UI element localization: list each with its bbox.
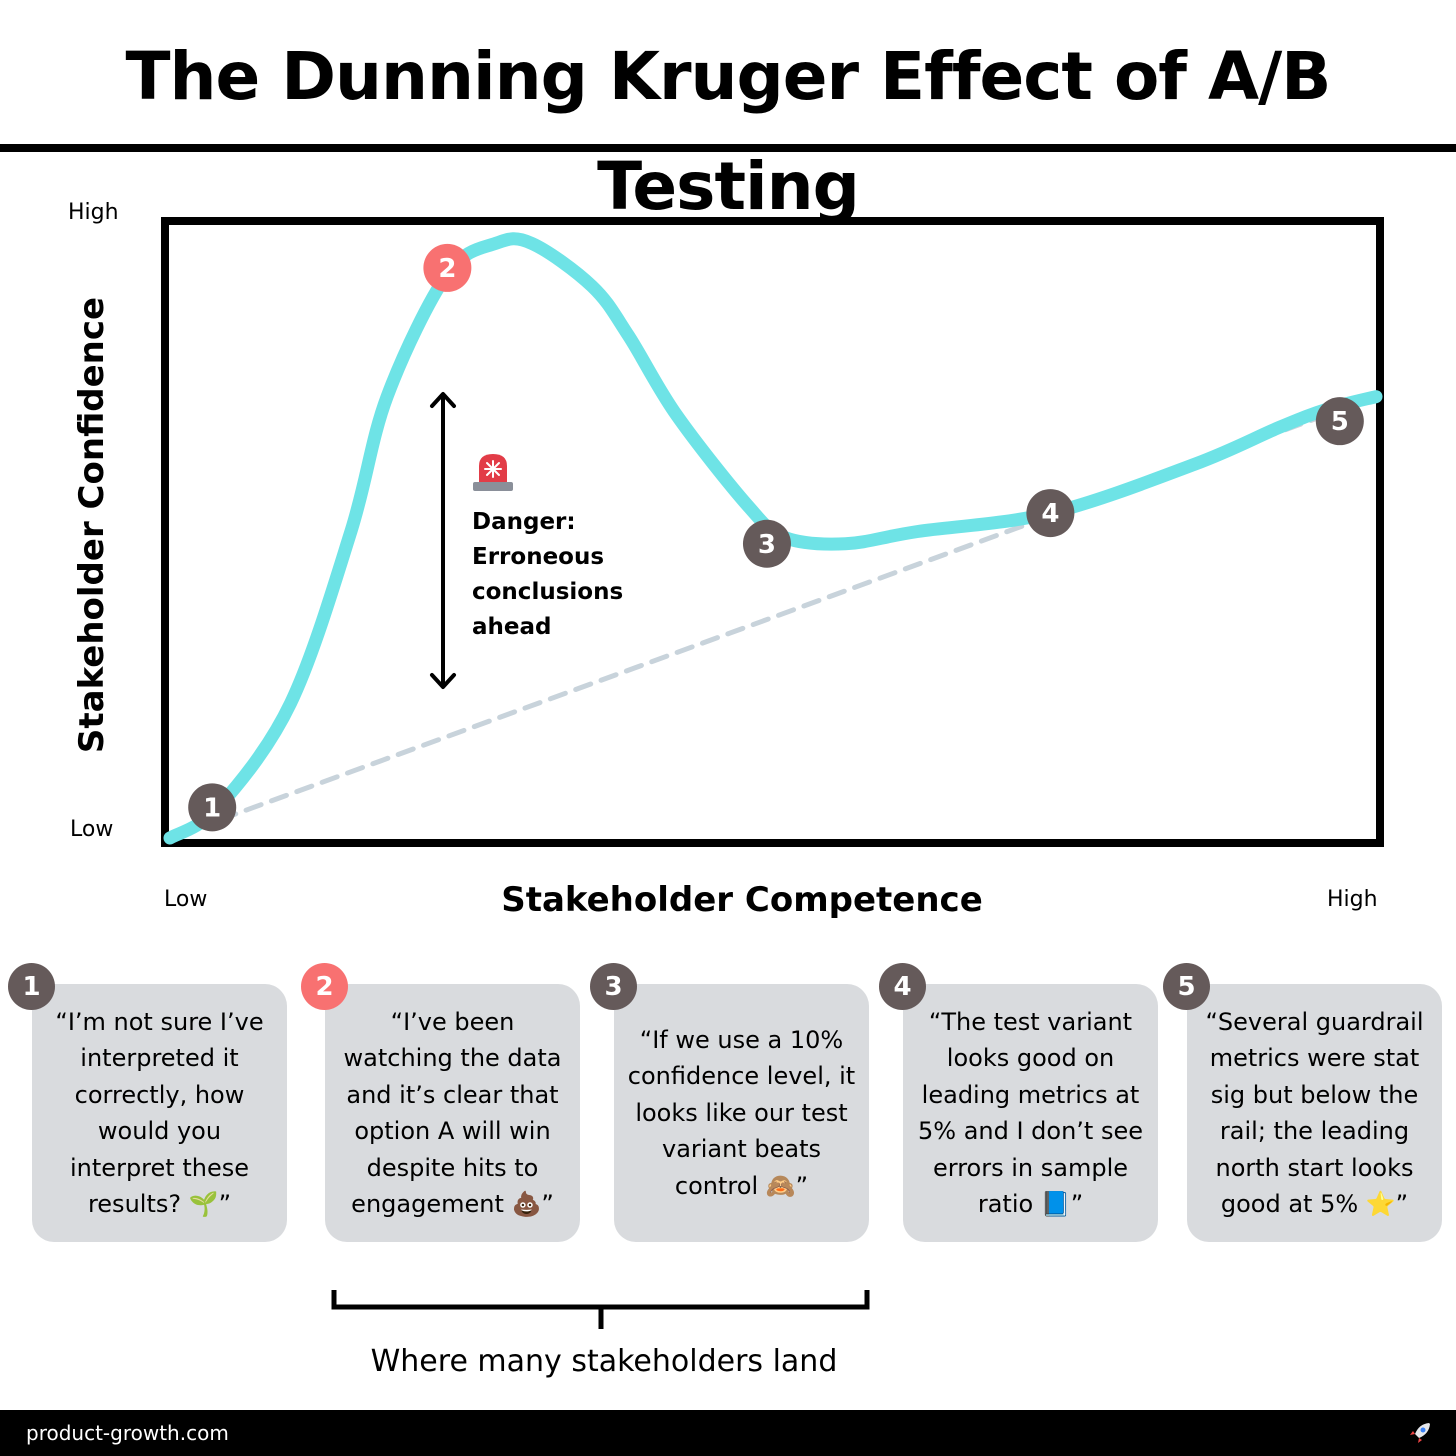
stage-card-2: “I’ve been watching the data and it’s cl… (325, 984, 580, 1242)
stage-marker-5: 5 (1315, 397, 1364, 446)
stage-marker-circle (188, 783, 237, 832)
stage-badge-2: 2 (301, 963, 348, 1010)
stage-quote: “Several guardrail metrics were stat sig… (1205, 1007, 1424, 1219)
stage-marker-circle (742, 519, 791, 568)
rocket-icon (1410, 1423, 1430, 1443)
stage-quote: “I’m not sure I’ve interpreted it correc… (55, 1007, 264, 1219)
stage-marker-circle (1026, 489, 1075, 538)
stage-marker-label: 1 (203, 793, 221, 823)
stage-marker-2: 2 (423, 243, 472, 292)
stage-card-5: “Several guardrail metrics were stat sig… (1187, 984, 1442, 1242)
stage-marker-label: 4 (1041, 499, 1059, 529)
title-divider (0, 144, 1456, 152)
plot-frame (161, 217, 1384, 847)
stage-marker-circle (1315, 397, 1364, 446)
siren-icon (473, 454, 513, 491)
stage-marker-label: 3 (758, 530, 776, 560)
stage-badge-3: 3 (590, 963, 637, 1010)
bracket (331, 1290, 870, 1329)
stage-badge-5: 5 (1163, 963, 1210, 1010)
confidence-curve (163, 232, 1383, 845)
footer-site-link[interactable]: product-growth.com (26, 1421, 229, 1445)
danger-double-arrow (430, 392, 456, 689)
stage-marker-label: 5 (1331, 407, 1349, 437)
stage-marker-1: 1 (188, 783, 237, 832)
stage-marker-3: 3 (742, 519, 791, 568)
stage-marker-4: 4 (1026, 489, 1075, 538)
danger-warning-text: Danger: Erroneous conclusions ahead (472, 509, 624, 640)
page-title: The Dunning Kruger Effect of A/B Testing (125, 38, 1332, 225)
y-axis-high-label: High (68, 200, 119, 225)
y-axis-low-label: Low (70, 817, 114, 842)
stage-marker-label: 2 (438, 254, 456, 284)
stage-quote: “I’ve been watching the data and it’s cl… (343, 1007, 562, 1219)
stage-quote: “If we use a 10% confidence level, it lo… (627, 1025, 856, 1200)
x-axis-low-label: Low (164, 887, 208, 912)
stage-card-3: “If we use a 10% confidence level, it lo… (614, 984, 869, 1242)
footer-bar: product-growth.com (0, 1410, 1456, 1456)
stage-quote: “The test variant looks good on leading … (917, 1007, 1144, 1219)
stage-badge-1: 1 (8, 963, 55, 1010)
bracket-label: Where many stakeholders land (370, 1344, 838, 1379)
stage-marker-circle (423, 243, 472, 292)
stage-badge-4: 4 (879, 963, 926, 1010)
stage-card-1: “I’m not sure I’ve interpreted it correc… (32, 984, 287, 1242)
x-axis-high-label: High (1327, 887, 1378, 912)
stage-card-4: “The test variant looks good on leading … (903, 984, 1158, 1242)
x-axis-title: Stakeholder Competence (501, 880, 983, 920)
